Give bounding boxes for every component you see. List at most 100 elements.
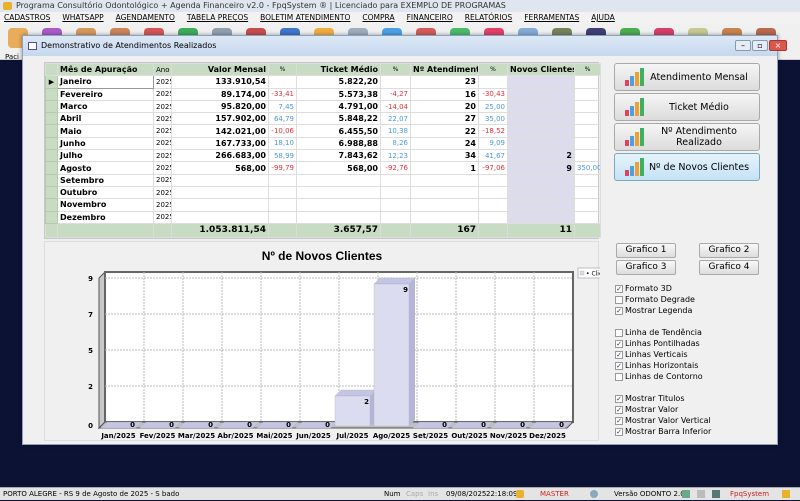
menu-item[interactable]: CADASTROS bbox=[4, 13, 51, 22]
menu-item[interactable]: AJUDA bbox=[591, 13, 615, 22]
current-row-indicator[interactable]: ▶ bbox=[45, 75, 58, 89]
table-cell[interactable]: Janeiro bbox=[57, 75, 154, 89]
table-cell[interactable]: Fevereiro bbox=[57, 87, 154, 101]
column-header[interactable]: % bbox=[268, 62, 297, 77]
option-checkbox[interactable]: ✓ Mostrar Barra Inferior bbox=[615, 426, 711, 437]
row-indicator[interactable] bbox=[45, 173, 58, 187]
data-grid[interactable]: Mês de Apuração Ano Valor Mensal% Ticket Mé… bbox=[44, 62, 601, 239]
column-header[interactable]: % bbox=[380, 62, 411, 77]
checkbox-box[interactable]: ✓ bbox=[615, 306, 623, 315]
menu-item[interactable]: BOLETIM ATENDIMENTO bbox=[260, 13, 351, 22]
menu-item[interactable]: AGENDAMENTO bbox=[115, 13, 175, 22]
checkbox-box[interactable]: ✓ bbox=[615, 284, 623, 293]
bar[interactable] bbox=[373, 283, 410, 427]
row-indicator[interactable] bbox=[45, 136, 58, 151]
table-cell[interactable]: Dezembro bbox=[57, 210, 154, 224]
option-checkbox[interactable]: ✓ Mostrar Valor Vertical bbox=[615, 415, 711, 426]
table-row[interactable]: Setembro2025 bbox=[45, 173, 601, 187]
column-header[interactable]: Novos Clientes bbox=[507, 62, 575, 77]
graph-style-button[interactable]: Grafico 4 bbox=[699, 260, 759, 275]
table-row[interactable]: Fevereiro202589.174,00-33,415.573,38-4,2… bbox=[45, 87, 601, 101]
option-checkbox[interactable]: Linha de Tendência bbox=[615, 327, 702, 338]
row-indicator[interactable] bbox=[45, 149, 58, 163]
close-button[interactable]: × bbox=[769, 40, 787, 51]
table-cell[interactable]: Maio bbox=[57, 124, 154, 138]
checkbox-box[interactable]: ✓ bbox=[615, 416, 623, 425]
option-checkbox[interactable]: Formato Degrade bbox=[615, 294, 695, 305]
option-checkbox[interactable]: ✓ Mostrar Titulos bbox=[615, 393, 684, 404]
printer-icon[interactable] bbox=[697, 490, 705, 498]
report-button[interactable]: Atendimento Mensal bbox=[614, 63, 760, 91]
menu-item[interactable]: COMPRA bbox=[362, 13, 395, 22]
row-indicator[interactable] bbox=[45, 210, 58, 224]
menu-item[interactable]: FERRAMENTAS bbox=[524, 13, 580, 22]
monitor-icon[interactable] bbox=[712, 490, 720, 498]
row-indicator[interactable] bbox=[45, 99, 58, 114]
checkbox-box[interactable] bbox=[615, 328, 623, 337]
column-header[interactable]: Nº Atendimentos bbox=[410, 62, 479, 77]
table-row[interactable]: Marco202595.820,007,454.791,00-14,042025… bbox=[45, 99, 601, 114]
table-row[interactable]: Agosto2025568,00-99,79568,00-92,761-97,0… bbox=[45, 161, 601, 175]
home-icon[interactable] bbox=[682, 490, 690, 498]
report-button[interactable]: Nº Atendimento Realizado bbox=[614, 123, 760, 151]
table-cell[interactable]: Setembro bbox=[57, 173, 154, 187]
table-cell bbox=[380, 210, 411, 224]
menu-item[interactable]: RELATÓRIOS bbox=[464, 13, 513, 22]
checkbox-box[interactable]: ✓ bbox=[615, 361, 623, 370]
graph-style-button[interactable]: Grafico 1 bbox=[616, 243, 676, 258]
table-cell[interactable]: Outubro bbox=[57, 185, 154, 200]
checkbox-box[interactable]: ✓ bbox=[615, 339, 623, 348]
option-checkbox[interactable]: ✓ Linhas Horizontais bbox=[615, 360, 698, 371]
checkbox-box[interactable] bbox=[615, 372, 623, 381]
table-cell[interactable]: Novembro bbox=[57, 198, 154, 212]
option-checkbox[interactable]: ✓ Linhas Pontilhadas bbox=[615, 338, 700, 349]
checkbox-box[interactable]: ✓ bbox=[615, 427, 623, 436]
row-indicator[interactable] bbox=[45, 198, 58, 212]
report-button[interactable]: Ticket Médio bbox=[614, 93, 760, 121]
checkbox-box[interactable]: ✓ bbox=[615, 394, 623, 403]
table-row[interactable]: Novembro2025 bbox=[45, 198, 601, 212]
column-header[interactable]: Valor Mensal bbox=[171, 62, 269, 77]
option-checkbox[interactable]: ✓ Mostrar Legenda bbox=[615, 305, 692, 316]
table-row[interactable]: Dezembro2025 bbox=[45, 210, 601, 224]
column-header[interactable]: Mês de Apuração bbox=[57, 62, 154, 77]
checkbox-box[interactable]: ✓ bbox=[615, 350, 623, 359]
checkbox-box[interactable] bbox=[615, 295, 623, 304]
table-cell[interactable]: Marco bbox=[57, 99, 154, 114]
table-row[interactable]: ▶Janeiro2025133.910,54 5.822,20 23 bbox=[45, 75, 601, 89]
maximize-button[interactable]: ▫ bbox=[752, 40, 768, 51]
row-indicator[interactable] bbox=[45, 112, 58, 126]
window-title-bar[interactable]: Demonstrativo de Atendimentos Realizados… bbox=[23, 36, 787, 56]
graph-style-button[interactable]: Grafico 2 bbox=[699, 243, 759, 258]
table-cell[interactable]: Agosto bbox=[57, 161, 154, 175]
row-indicator[interactable] bbox=[45, 124, 58, 138]
table-row[interactable]: Abril2025157.902,0064,795.848,2222,07273… bbox=[45, 112, 601, 126]
option-checkbox[interactable]: ✓ Mostrar Valor bbox=[615, 404, 678, 415]
row-indicator[interactable] bbox=[45, 161, 58, 175]
menu-item[interactable]: TABELA PREÇOS bbox=[186, 13, 249, 22]
table-row[interactable]: Maio2025142.021,00-10,066.455,5010,3822-… bbox=[45, 124, 601, 138]
minimize-button[interactable]: – bbox=[735, 40, 751, 51]
table-row[interactable]: Junho2025167.733,0018,106.988,888,26249,… bbox=[45, 136, 601, 151]
table-cell[interactable]: Abril bbox=[57, 112, 154, 126]
column-header[interactable]: Ticket Médio bbox=[296, 62, 381, 77]
option-checkbox[interactable]: Linhas de Contorno bbox=[615, 371, 703, 382]
column-header[interactable]: % bbox=[478, 62, 508, 77]
toolbar-label[interactable]: Paci bbox=[5, 53, 19, 61]
option-checkbox[interactable]: ✓ Linhas Verticais bbox=[615, 349, 688, 360]
menu-item[interactable]: WHATSAPP bbox=[62, 13, 104, 22]
row-indicator[interactable] bbox=[45, 87, 58, 101]
table-row[interactable]: Outubro2025 bbox=[45, 185, 601, 200]
y-tick-label: 9 bbox=[88, 275, 93, 283]
table-row[interactable]: Julho2025266.683,0058,997.843,6212,23344… bbox=[45, 149, 601, 163]
report-button[interactable]: Nº de Novos Clientes bbox=[614, 153, 760, 181]
column-header[interactable]: Ano bbox=[153, 62, 172, 77]
graph-style-button[interactable]: Grafico 3 bbox=[616, 260, 676, 275]
menu-item[interactable]: FINANCEIRO bbox=[406, 13, 453, 22]
table-cell[interactable]: Julho bbox=[57, 149, 154, 163]
table-cell[interactable]: Junho bbox=[57, 136, 154, 151]
row-indicator[interactable] bbox=[45, 185, 58, 200]
column-header[interactable]: % bbox=[574, 62, 601, 77]
checkbox-box[interactable]: ✓ bbox=[615, 405, 623, 414]
option-checkbox[interactable]: ✓ Formato 3D bbox=[615, 283, 672, 294]
